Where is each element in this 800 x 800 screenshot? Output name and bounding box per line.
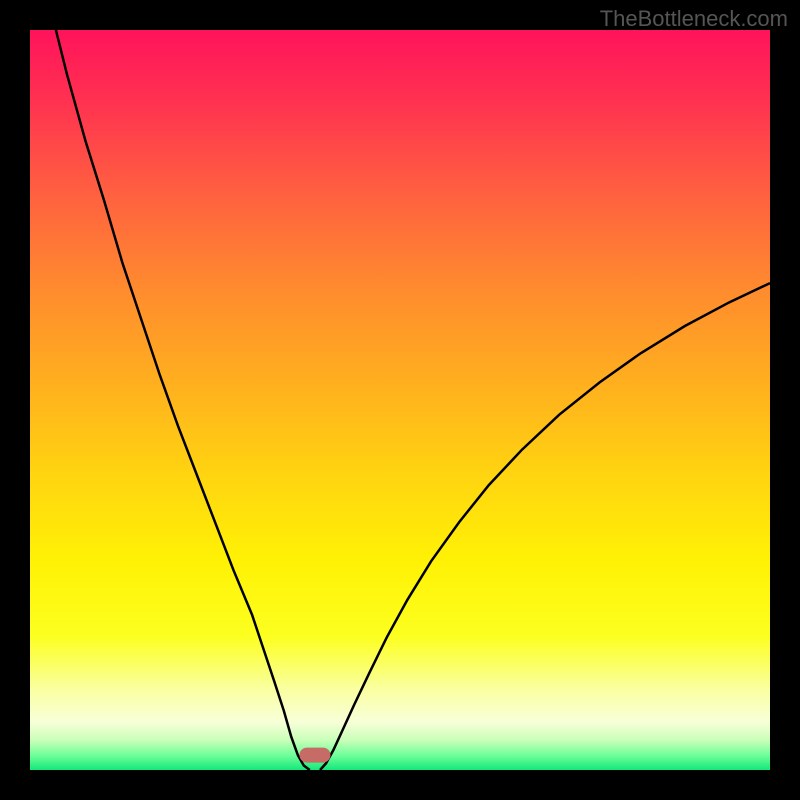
watermark-label: TheBottleneck.com [600,6,788,32]
minimum-marker [299,748,330,763]
right-branch-line [320,283,770,770]
plot-area [30,30,770,770]
curve-layer [30,30,770,770]
left-branch-line [56,30,310,770]
